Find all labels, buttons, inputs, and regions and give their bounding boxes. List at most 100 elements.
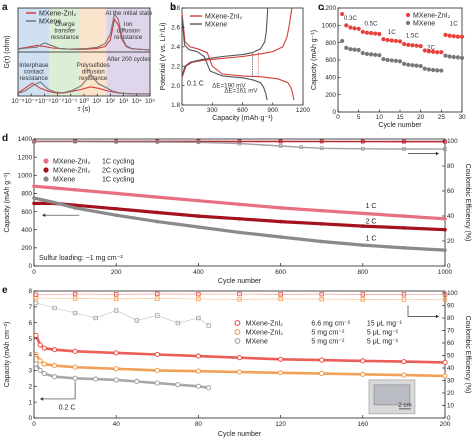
y-tick-label-b-3: 2.4	[171, 44, 180, 51]
y-tick-label-e-4: 4	[28, 352, 32, 359]
y2-tick-label-d-2: 40	[447, 213, 455, 220]
rate-label-d-1: 2 C	[366, 218, 377, 225]
y2-tick-label-e-7: 70	[447, 328, 455, 335]
capacity-point-d-1-6	[237, 217, 242, 221]
capacity-point-e-0-8	[236, 355, 243, 361]
x-axis-label-b: Capacity (mAh·g⁻¹)	[212, 115, 272, 122]
x-tick-label-b-0: 0	[180, 107, 184, 114]
ce-line-d-2	[34, 140, 446, 150]
y-tick-label-e-7: 7	[28, 304, 32, 311]
region-label-1-2: resistance	[51, 34, 80, 41]
data-point-c-0-9	[377, 31, 382, 37]
panel-label-c: c	[318, 2, 324, 13]
ce-point-d-1-6	[278, 139, 283, 144]
capacity-point-d-0-1	[52, 186, 57, 190]
y2-tick-label-e-4: 40	[447, 365, 455, 372]
data-point-c-1-1	[344, 45, 349, 50]
arrow-left-e	[40, 381, 76, 400]
region-label-1-0: Charge	[55, 21, 76, 28]
legend-swatch-d-1	[43, 167, 49, 173]
x-tick-label-a-7: 10²	[106, 98, 115, 105]
y-tick-label-b-1: 2.0	[171, 83, 180, 90]
x-tick-label-e-2: 80	[195, 421, 203, 428]
data-point-c-0-12	[389, 38, 394, 43]
data-point-c-1-7	[368, 52, 374, 57]
capacity-point-d-1-8	[319, 222, 324, 226]
capacity-point-e-2-7	[134, 378, 140, 385]
panel-label-a: a	[2, 2, 8, 13]
ce-point-d-2-0	[32, 139, 36, 144]
capacity-line-d-1	[34, 201, 446, 232]
legend-label-a-0: MXene-ZnI₂	[39, 10, 77, 17]
x-tick-label-a-9: 10⁴	[132, 98, 142, 105]
note-d: Sulfur loading: ~1 mg cm⁻²	[39, 255, 123, 262]
data-point-c-1-28	[455, 55, 460, 60]
data-point-c-0-28	[455, 34, 460, 39]
ce-point-d-1-9	[402, 139, 406, 144]
panel-label-e: e	[2, 285, 8, 296]
x-tick-label-c-3: 15	[396, 114, 404, 121]
rate-label-c-5: 1C	[450, 20, 458, 27]
x-tick-label-e-0: 0	[32, 421, 36, 428]
data-point-c-0-24	[439, 50, 444, 55]
y2-tick-label-e-8: 80	[447, 315, 455, 322]
ce-point-e-2-6	[155, 313, 160, 318]
capacity-point-e-0-10	[319, 357, 325, 363]
capacity-point-e-1-3	[52, 363, 58, 369]
x-tick-label-d-5: 1000	[438, 269, 453, 276]
capacity-point-d-1-4	[155, 210, 160, 215]
data-point-c-1-22	[430, 67, 436, 73]
x-tick-label-c-0: 0	[336, 114, 340, 121]
capacity-point-d-2-5	[196, 225, 201, 229]
rate-label-d-2: 1 C	[366, 236, 377, 243]
series-line-b-1	[181, 12, 295, 101]
capacity-point-d-2-6	[237, 230, 242, 235]
ce-point-d-2-5	[237, 141, 242, 146]
capacity-point-d-2-3	[114, 213, 118, 217]
legend-loading-e-0: 6.6 mg cm⁻²	[311, 321, 350, 328]
legend-swatch-d-0	[43, 158, 49, 164]
data-point-c-0-27	[451, 34, 456, 39]
capacity-point-d-2-9	[361, 243, 365, 247]
x-axis-label-d: Cycle number	[218, 278, 262, 285]
legend-name-e-2: MXene	[246, 339, 268, 346]
ce-point-d-2-9	[360, 146, 365, 151]
data-point-c-1-24	[439, 68, 444, 73]
capacity-point-e-1-13	[442, 373, 448, 379]
ce-point-e-2-4	[114, 308, 119, 313]
y-tick-label-c-0: 0	[332, 109, 336, 116]
x-tick-label-b-1: 300	[207, 107, 218, 114]
capacity-point-e-0-2	[41, 345, 47, 351]
capacity-point-e-1-6	[154, 367, 160, 373]
y-tick-label-e-2: 2	[28, 383, 32, 390]
panel-e: MXene-ZnI₂ 6.6 mg cm⁻² 15 μL mg⁻¹MXene-ZnI…	[2, 285, 471, 438]
state-label-initial: At the initial state	[105, 10, 153, 17]
capacity-point-d-2-2	[73, 206, 77, 210]
legend-loading-e-2: 5 mg cm⁻²	[311, 339, 345, 346]
data-point-c-1-2	[348, 47, 353, 52]
capacity-point-e-1-9	[278, 370, 284, 376]
data-point-c-0-5	[360, 29, 365, 34]
x-tick-label-d-2: 400	[193, 269, 204, 276]
ce-point-d-2-10	[402, 147, 406, 151]
capacity-point-e-0-9	[278, 356, 284, 362]
ce-point-d-2-1	[73, 139, 77, 144]
x-tick-label-a-6: 10¹	[93, 98, 102, 105]
data-point-c-0-22	[430, 49, 436, 54]
ce-point-d-2-4	[196, 140, 201, 145]
legend-name-e-0: MXene-ZnI₂	[246, 321, 284, 328]
region-label-2-0: Polysulfides	[77, 62, 110, 69]
x-tick-label-d-3: 600	[275, 269, 286, 276]
data-point-c-1-21	[426, 67, 432, 72]
capacity-point-d-0-9	[361, 211, 365, 216]
y-tick-label-c-1: 200	[325, 92, 336, 99]
rate-label-c-0: 0.3C	[344, 15, 358, 22]
x-axis-label-a: τ (s)	[78, 106, 91, 113]
x-tick-label-e-1: 40	[113, 421, 121, 428]
capacity-point-e-2-2	[41, 370, 47, 377]
data-point-c-1-29	[459, 55, 465, 60]
rate-label-d-0: 1 C	[366, 203, 377, 210]
y-tick-label-c-5: 1000	[322, 23, 337, 30]
ce-point-e-2-0	[33, 300, 39, 306]
ce-point-e-2-8	[196, 315, 201, 321]
